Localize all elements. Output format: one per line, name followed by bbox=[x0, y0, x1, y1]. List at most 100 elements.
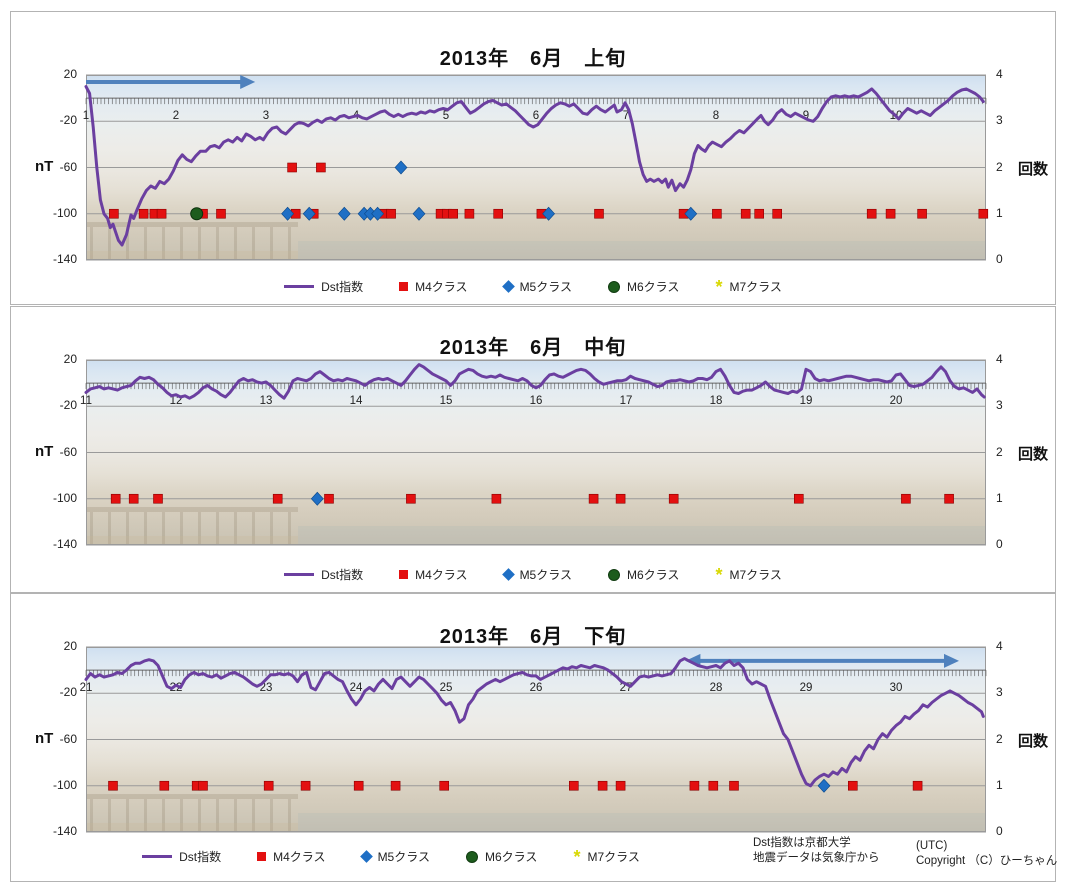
plot-border bbox=[86, 647, 986, 832]
x-axis-tick-label: 5 bbox=[443, 110, 449, 122]
plot-border bbox=[86, 360, 986, 545]
m4-marker bbox=[568, 780, 579, 791]
legend-item-m4: M4クラス bbox=[257, 848, 326, 865]
m4-marker bbox=[668, 493, 679, 504]
legend-label: M5クラス bbox=[377, 850, 430, 864]
dst-line-swatch bbox=[284, 285, 315, 288]
x-axis-tick-label: 6 bbox=[533, 110, 539, 122]
legend-item-dst: Dst指数 bbox=[142, 848, 221, 865]
m5-marker bbox=[817, 778, 831, 793]
m4-marker bbox=[287, 162, 297, 173]
m4-marker bbox=[615, 780, 626, 791]
m5-marker bbox=[310, 491, 324, 506]
m4-marker bbox=[439, 780, 450, 791]
y-axis-tick-right: 2 bbox=[996, 444, 1003, 459]
legend-label: M4クラス bbox=[273, 850, 326, 864]
y-axis-tick-left: -20 bbox=[59, 113, 77, 128]
m4-marker bbox=[108, 780, 118, 791]
x-axis-minor-ticks bbox=[85, 98, 987, 105]
x-axis-tick-label: 9 bbox=[803, 110, 809, 122]
x-axis-tick-label: 26 bbox=[530, 682, 543, 694]
panel-early-june: 2013年 6月 上旬 1 2 3 4 5 6 7 8 9 10 Dst指数 M4クラス M5クラス M… bbox=[10, 11, 1056, 305]
legend-item-m5: M5クラス bbox=[359, 848, 430, 865]
chart-title: 2013年 6月 下旬 bbox=[439, 625, 627, 648]
y-axis-tick-left: -60 bbox=[59, 444, 77, 459]
source-line-1: Dst指数は京都大学 bbox=[753, 837, 851, 849]
legend-label: M5クラス bbox=[519, 568, 572, 582]
legend-label: M6クラス bbox=[485, 850, 538, 864]
plot-area: 1 2 3 4 5 6 7 8 9 10 bbox=[83, 74, 989, 261]
m4-marker bbox=[128, 493, 139, 504]
x-axis-tick-label: 14 bbox=[350, 395, 363, 407]
m4-marker bbox=[493, 208, 504, 219]
x-axis-tick-label: 21 bbox=[80, 682, 93, 694]
y-axis-tick-left: -20 bbox=[59, 685, 77, 700]
y-axis-tick-right: 2 bbox=[996, 159, 1003, 174]
period-arrow bbox=[86, 74, 256, 89]
m4-marker bbox=[944, 493, 954, 504]
m4-marker bbox=[353, 780, 364, 791]
m7-asterisk-icon: * bbox=[573, 846, 581, 867]
x-axis-tick-label: 15 bbox=[440, 395, 453, 407]
m4-marker bbox=[300, 780, 311, 791]
m4-marker bbox=[263, 780, 274, 791]
copyright-note: (UTC) Copyright （C）ひーちゃん bbox=[916, 839, 1057, 869]
m4-marker bbox=[917, 208, 927, 219]
m4-marker bbox=[772, 208, 783, 219]
x-axis-tick-label: 20 bbox=[890, 395, 903, 407]
m5-diamond-icon bbox=[359, 850, 373, 863]
m4-marker bbox=[978, 208, 989, 219]
chart-legend: Dst指数 M4クラス M5クラス M6クラス * M7クラス bbox=[11, 564, 1055, 585]
y-axis-tick-left: -20 bbox=[59, 398, 77, 413]
m4-marker bbox=[793, 493, 804, 504]
dst-line bbox=[84, 85, 985, 247]
x-axis-tick-label: 28 bbox=[710, 682, 723, 694]
y-axis-tick-right: 4 bbox=[996, 352, 1003, 366]
legend-label: M7クラス bbox=[587, 850, 640, 864]
m4-marker bbox=[198, 780, 208, 791]
x-axis-tick-label: 29 bbox=[800, 682, 813, 694]
m5-marker bbox=[542, 206, 556, 221]
m4-marker bbox=[272, 493, 283, 504]
chart-canvas: 11 12 13 14 15 16 17 18 19 20 bbox=[80, 359, 987, 546]
m6-marker bbox=[190, 207, 204, 221]
legend-label: M4クラス bbox=[415, 568, 468, 582]
y-axis-tick-right: 1 bbox=[996, 777, 1003, 792]
dst-line-swatch bbox=[142, 855, 173, 858]
chart-legend: Dst指数 M4クラス M5クラス M6クラス * M7クラス bbox=[11, 278, 1055, 296]
y-axis-tick-left: -100 bbox=[52, 205, 77, 220]
y-axis-tick-left: -140 bbox=[52, 824, 77, 838]
dst-line bbox=[84, 657, 985, 788]
background-photo-pier bbox=[86, 222, 298, 260]
left-axis-unit: nT bbox=[35, 442, 54, 460]
x-axis-tick-label: 16 bbox=[530, 395, 543, 407]
m4-marker bbox=[712, 208, 722, 219]
m7-asterisk-icon: * bbox=[715, 564, 723, 585]
legend-label: M7クラス bbox=[729, 280, 782, 294]
copyright-label: Copyright （C）ひーちゃん bbox=[916, 855, 1058, 867]
x-axis-tick-label: 17 bbox=[620, 395, 633, 407]
y-axis-tick-left: 20 bbox=[63, 67, 77, 81]
legend-label: M4クラス bbox=[415, 280, 468, 294]
x-axis-tick-label: 7 bbox=[623, 110, 629, 122]
x-axis-tick-label: 2 bbox=[173, 110, 179, 122]
background-photo-sand bbox=[86, 251, 298, 260]
m5-marker bbox=[281, 206, 295, 221]
m6-circle-icon bbox=[608, 568, 620, 581]
x-axis-tick-label: 1 bbox=[83, 110, 89, 122]
m4-marker bbox=[448, 208, 459, 219]
m4-square-icon bbox=[399, 570, 409, 579]
x-axis-tick-label: 23 bbox=[260, 682, 273, 694]
x-axis-tick-label: 19 bbox=[800, 395, 813, 407]
legend-item-m7: * M7クラス bbox=[573, 846, 640, 867]
plot-border bbox=[86, 75, 986, 260]
y-axis-tick-left: 20 bbox=[63, 639, 77, 653]
chart-title: 2013年 6月 中旬 bbox=[439, 336, 627, 359]
background-photo-pier bbox=[86, 507, 298, 545]
m4-marker bbox=[390, 780, 401, 791]
y-axis-tick-right: 1 bbox=[996, 490, 1003, 505]
x-axis-tick-label: 18 bbox=[710, 395, 723, 407]
y-axis-tick-right: 3 bbox=[996, 398, 1003, 413]
legend-item-m7: * M7クラス bbox=[715, 564, 781, 585]
